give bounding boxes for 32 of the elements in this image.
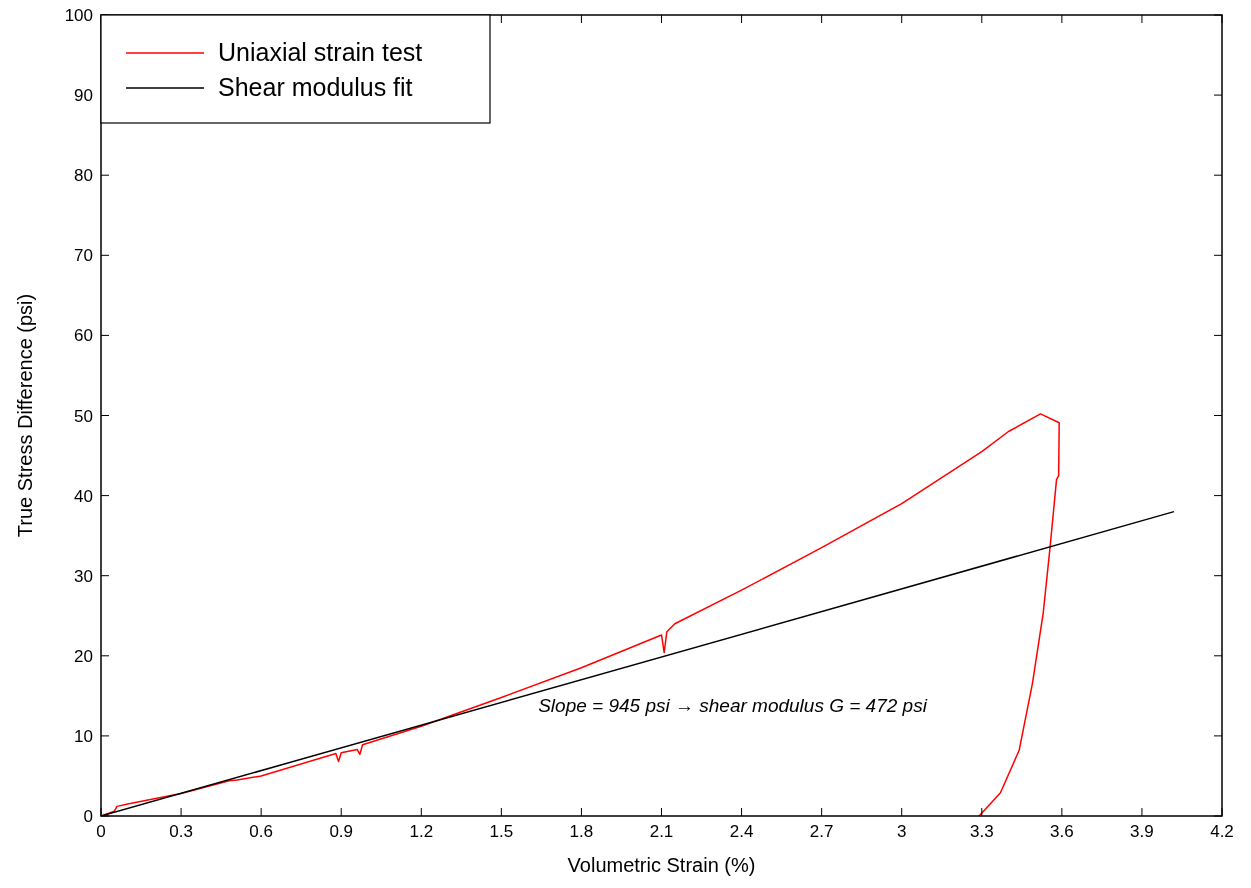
y-axis-title: True Stress Difference (psi) <box>14 293 36 538</box>
x-tick-label: 2.1 <box>649 822 674 841</box>
x-tick-label: 1.2 <box>409 822 434 841</box>
y-tick-label: 100 <box>64 6 93 25</box>
x-tick-label: 4.2 <box>1210 822 1234 841</box>
legend-label: Uniaxial strain test <box>218 38 423 66</box>
x-tick-label: 0.6 <box>249 822 273 841</box>
x-tick-label: 1.8 <box>569 822 594 841</box>
y-tick-label: 80 <box>74 166 93 186</box>
y-tick-label: 20 <box>74 646 93 666</box>
x-tick-label: 3 <box>896 822 907 841</box>
x-tick-label: 3.3 <box>969 822 994 841</box>
legend-label: Shear modulus fit <box>218 73 413 101</box>
y-tick-label: 10 <box>74 726 93 746</box>
x-tick-label: 0.3 <box>169 822 193 841</box>
y-tick-label: 0 <box>83 807 93 826</box>
x-tick-label: 2.7 <box>809 822 834 841</box>
x-tick-label: 0.9 <box>329 822 354 841</box>
y-tick-label: 50 <box>74 406 93 426</box>
y-tick-label: 90 <box>74 86 93 106</box>
line-series <box>101 413 1060 816</box>
annotation: Slope = 945 psi → shear modulus G = 472 psi <box>538 694 928 716</box>
x-axis-title: Volumetric Strain (%) <box>567 854 756 876</box>
x-tick-label: 2.4 <box>729 822 754 841</box>
x-tick-label: 3.9 <box>1130 822 1154 841</box>
y-tick-label: 30 <box>74 566 93 586</box>
y-tick-label: 40 <box>74 486 93 506</box>
x-tick-label: 1.5 <box>489 822 514 841</box>
y-tick-label: 70 <box>74 246 93 266</box>
y-tick-label: 60 <box>74 326 93 346</box>
x-tick-label: 3.6 <box>1050 822 1074 841</box>
x-tick-label: 0 <box>96 822 106 841</box>
